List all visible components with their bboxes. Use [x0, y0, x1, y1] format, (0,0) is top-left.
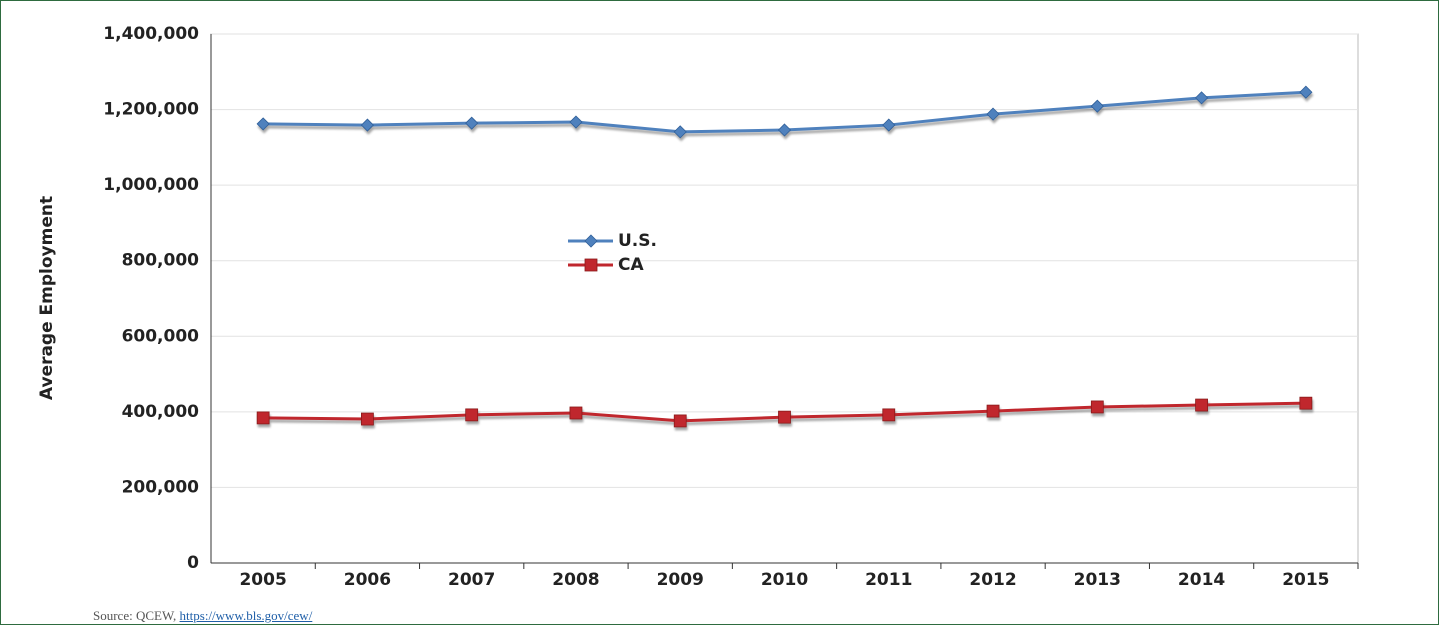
data-point	[1195, 91, 1209, 105]
x-tick-label: 2008	[552, 570, 599, 590]
data-point	[1299, 85, 1313, 99]
x-tick-label: 2015	[1282, 570, 1329, 590]
data-point	[465, 408, 479, 422]
x-tick-label: 2014	[1178, 570, 1225, 590]
data-point	[1090, 99, 1104, 113]
legend-label: CA	[618, 255, 644, 275]
series	[256, 85, 1313, 139]
legend-marker	[584, 258, 598, 272]
x-tick-label: 2006	[344, 570, 391, 590]
legend-marker	[584, 234, 598, 248]
data-point	[256, 117, 270, 131]
data-point	[777, 123, 792, 137]
y-tick-label: 200,000	[122, 477, 200, 497]
source-note: Source: QCEW, https://www.bls.gov/cew/	[93, 608, 312, 624]
y-tick-label: 1,200,000	[103, 100, 199, 120]
data-point	[778, 410, 791, 424]
data-point	[569, 406, 583, 420]
data-point	[569, 115, 583, 129]
data-point	[882, 118, 896, 132]
data-point	[256, 411, 270, 425]
chart: Average Employment 0 200,000 400,000 600,00…	[37, 24, 1359, 590]
legend-label: U.S.	[618, 231, 657, 251]
source-link[interactable]: https://www.bls.gov/cew/	[179, 608, 313, 623]
y-tick-label: 0	[187, 553, 199, 573]
x-tick-label: 2009	[657, 570, 704, 590]
y-tick-label: 600,000	[122, 326, 200, 346]
data-point	[673, 125, 687, 139]
data-point	[360, 118, 374, 132]
data-point	[986, 404, 1000, 418]
series	[256, 396, 1313, 428]
y-axis-title: Average Employment	[37, 196, 57, 400]
data-point	[882, 408, 896, 422]
x-tick-label: 2011	[865, 570, 912, 590]
x-tick-label: 2005	[239, 570, 286, 590]
data-point	[1195, 398, 1208, 412]
x-tick-label: 2013	[1074, 570, 1121, 590]
data-point	[673, 414, 687, 428]
data-point	[986, 107, 1000, 121]
data-point	[1090, 400, 1104, 414]
x-tick-label: 2010	[761, 570, 808, 590]
y-tick-label: 800,000	[122, 251, 200, 271]
plot-area	[210, 33, 1359, 564]
data-point	[361, 412, 374, 426]
source-text: Source: QCEW,	[93, 608, 177, 623]
x-tick-label: 2007	[448, 570, 495, 590]
y-tick-label: 400,000	[122, 402, 200, 422]
data-point	[465, 116, 479, 130]
x-tick-label: 2012	[969, 570, 1016, 590]
y-tick-label: 1,000,000	[103, 175, 199, 195]
y-tick-label: 1,400,000	[103, 24, 199, 44]
data-point	[1299, 396, 1313, 410]
